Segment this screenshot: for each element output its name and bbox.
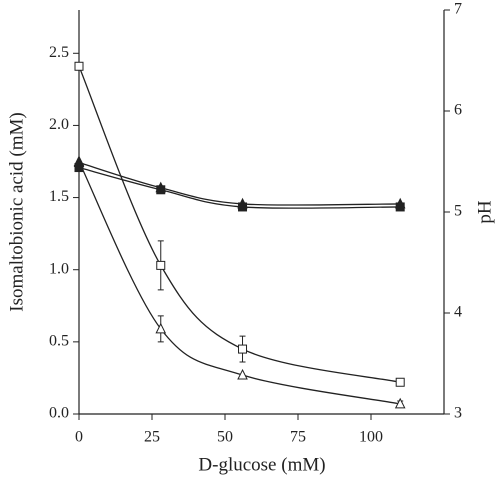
marker: [394, 197, 406, 209]
y2-tick-label: 6: [454, 102, 462, 119]
marker: [156, 260, 166, 270]
y-tick-label: 1.0: [49, 260, 69, 277]
marker: [394, 397, 406, 409]
series-line: [78, 161, 401, 405]
marker: [73, 156, 85, 168]
y2-tick-label: 7: [454, 1, 462, 18]
marker: [155, 322, 167, 334]
x-tick-label: 100: [359, 429, 383, 446]
marker: [155, 181, 167, 193]
series-line: [78, 166, 401, 209]
y-tick-label: 0.0: [49, 405, 69, 422]
y-tick-label: 0.5: [49, 333, 69, 350]
y-tick-label: 2.0: [49, 116, 69, 133]
y-tick-label: 1.5: [49, 188, 69, 205]
x-axis-label: D-glucose (mM): [198, 454, 325, 475]
x-tick-label: 75: [290, 429, 306, 446]
y2-tick-label: 4: [454, 304, 462, 321]
y2-tick-label: 3: [454, 405, 462, 422]
y-tick-label: 2.5: [49, 44, 69, 61]
x-tick-label: 50: [217, 429, 233, 446]
series-line: [78, 66, 401, 383]
marker: [395, 377, 405, 387]
marker: [74, 61, 84, 71]
marker: [237, 368, 248, 380]
x-tick-label: 25: [144, 429, 160, 446]
y2-axis-label: pH: [474, 200, 495, 224]
series-line: [78, 161, 401, 206]
marker: [237, 197, 248, 209]
y2-tick-label: 5: [454, 203, 462, 220]
x-tick-label: 0: [75, 429, 83, 446]
marker: [238, 344, 248, 354]
y-axis-label: Isomaltobionic acid (mM): [6, 112, 27, 311]
